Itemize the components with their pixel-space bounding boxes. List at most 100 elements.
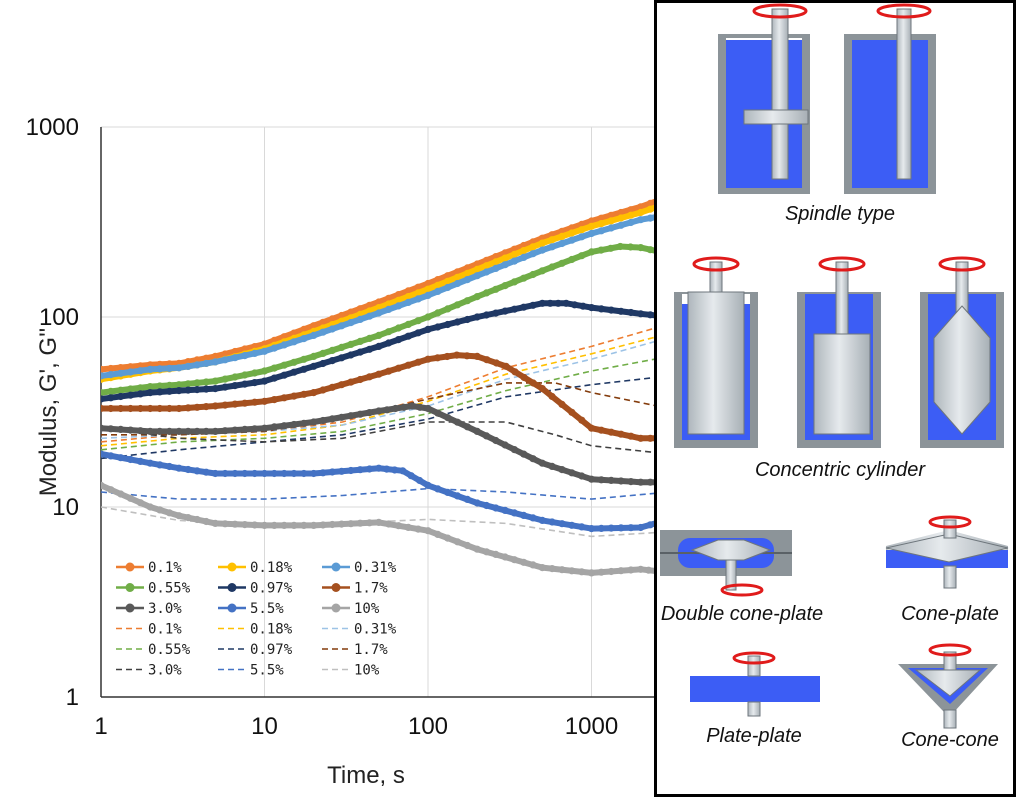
g-prime-marker [444, 488, 452, 496]
concentric-cylinder-a [674, 256, 758, 448]
g-prime-marker [117, 454, 125, 462]
g-prime-marker [434, 409, 442, 417]
g-prime-marker [607, 476, 615, 484]
g-prime-marker [520, 373, 528, 382]
g-prime-marker [483, 356, 491, 364]
g-prime-marker [391, 466, 399, 474]
g-prime-marker [101, 404, 105, 413]
g-prime-marker [627, 566, 635, 574]
g-prime-marker [394, 296, 403, 304]
g-prime-marker [126, 385, 135, 393]
legend-marker [227, 603, 237, 613]
g-prime-marker [548, 518, 556, 526]
g-prime-marker [597, 227, 605, 235]
g-prime-marker [241, 380, 249, 388]
g-prime-marker [473, 427, 481, 435]
g-prime-marker [637, 203, 645, 211]
g-prime-marker [453, 351, 461, 359]
g-prime-marker [126, 404, 135, 413]
legend-item: 10% [322, 601, 380, 617]
legend-marker [125, 562, 135, 572]
legend-label: 0.1% [148, 622, 182, 638]
legend-marker [125, 583, 135, 592]
g-prime-marker [414, 329, 422, 337]
g-prime-marker [101, 372, 105, 380]
g-prime-marker [529, 455, 537, 463]
g-prime-marker [538, 299, 546, 307]
g-prime-marker [184, 380, 192, 388]
g-prime-marker [587, 248, 596, 256]
g-prime-marker [202, 517, 210, 526]
g-prime-marker [260, 521, 269, 530]
g-prime-marker [184, 465, 192, 474]
x-tick-label: 1 [94, 713, 107, 740]
g-prime-marker [211, 358, 219, 366]
double-cone-plate-diagram [660, 530, 792, 597]
g-prime-marker [414, 358, 422, 366]
g-prime-marker [597, 568, 605, 576]
g-prime-marker [221, 383, 229, 391]
g-prime-marker [136, 367, 144, 375]
g-prime-marker [510, 278, 518, 286]
g-prime-marker [538, 385, 546, 393]
g-prime-marker [365, 312, 374, 320]
g-prime-marker [175, 427, 183, 435]
g-prime-marker [280, 469, 288, 478]
g-prime-marker [538, 459, 546, 467]
g-prime-marker [221, 469, 229, 478]
g-prime-marker [597, 476, 605, 484]
g-prime-marker [492, 258, 500, 266]
g-prime-marker [300, 335, 308, 343]
y-tick-label: 1 [66, 684, 79, 711]
g-prime-marker [520, 303, 528, 311]
g-prime-marker [646, 205, 654, 213]
plate-cone-geometries: Plate-plate Cone-cone [690, 643, 999, 751]
g-prime-marker [627, 432, 635, 440]
g-prime-marker [328, 468, 336, 476]
g-prime-marker [385, 328, 393, 336]
double-cone-plate-caption: Double cone-plate [661, 603, 823, 625]
g-prime-marker [319, 416, 327, 425]
legend-item: 0.55% [116, 581, 191, 597]
g-prime-marker [375, 518, 383, 527]
g-prime-marker [383, 465, 391, 473]
g-prime-marker [646, 199, 654, 207]
y-tick-label: 10 [52, 494, 79, 521]
g-prime-marker [568, 567, 576, 575]
g-prime-marker [251, 398, 259, 406]
g-prime-marker [231, 373, 239, 381]
legend-label: 0.1% [148, 560, 182, 576]
g-prime-marker [319, 349, 327, 357]
g-prime-marker [492, 285, 500, 293]
g-prime-marker [492, 359, 500, 367]
g-prime-marker [280, 371, 288, 379]
g-prime-marker [338, 343, 346, 351]
rotation-arrow-icon [938, 256, 986, 272]
g-prime-marker [482, 432, 491, 440]
g-prime-marker [193, 467, 201, 475]
legend-label: 3.0% [148, 601, 182, 617]
g-prime-marker [107, 394, 115, 402]
g-prime-marker [568, 236, 576, 244]
g-prime-marker [365, 334, 374, 342]
legend-label: 0.18% [250, 560, 293, 576]
g-double-prime-line-3.0% [101, 421, 654, 454]
y-tick-label: 1000 [26, 114, 79, 141]
g-prime-marker [101, 389, 105, 397]
legend-label: 10% [354, 601, 380, 617]
g-prime-marker [375, 309, 383, 317]
g-prime-marker [587, 569, 596, 577]
g-prime-marker [510, 305, 518, 313]
g-prime-marker [538, 239, 546, 247]
legend-label: 0.31% [354, 560, 397, 576]
g-prime-marker [597, 426, 605, 434]
g-prime-marker [568, 469, 576, 477]
g-prime-marker [637, 244, 645, 252]
g-prime-marker [251, 379, 259, 387]
g-prime-marker [538, 564, 546, 572]
g-prime-marker [463, 315, 471, 324]
g-prime-marker [101, 365, 105, 373]
g-prime-marker [241, 469, 249, 478]
g-prime-marker [165, 509, 173, 517]
g-prime-marker [290, 521, 298, 530]
